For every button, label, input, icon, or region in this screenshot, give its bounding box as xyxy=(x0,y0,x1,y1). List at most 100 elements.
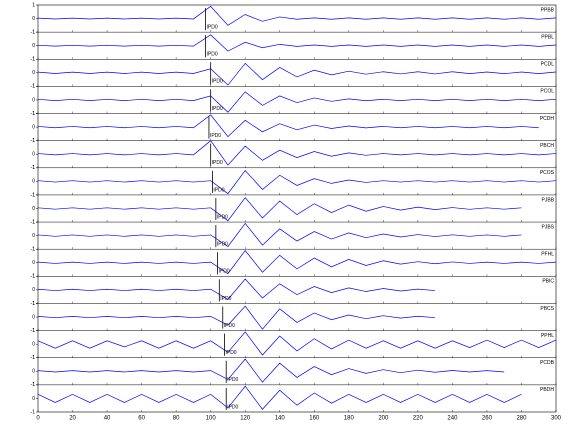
waveform xyxy=(37,62,557,86)
y-tick-label: 0 xyxy=(32,124,35,130)
x-tick-label: 160 xyxy=(309,416,320,422)
x-tick-label: 120 xyxy=(240,416,251,422)
station-label: PCDL xyxy=(541,62,555,68)
x-tick-label: 20 xyxy=(69,416,76,422)
station-label: PPBL xyxy=(541,34,554,40)
x-tick-label: 60 xyxy=(138,416,145,422)
station-label: PCOL xyxy=(540,89,554,95)
waveform xyxy=(37,385,522,410)
y-tick-label: 0 xyxy=(32,233,35,239)
x-tick-label: 100 xyxy=(206,416,217,422)
pick-label: IPD0 xyxy=(224,323,235,329)
station-label: PBDH xyxy=(540,387,554,393)
station-label: PBCS xyxy=(540,306,554,312)
pick-label: IPD0 xyxy=(210,133,221,139)
y-tick-label: 1 xyxy=(32,84,35,90)
pick-label: IPD0 xyxy=(227,404,238,410)
station-label: PFHL xyxy=(541,252,554,258)
y-tick-label: 1 xyxy=(32,165,35,171)
x-tick-label: 40 xyxy=(104,416,111,422)
y-tick-label: 1 xyxy=(32,192,35,198)
station-label: PBCH xyxy=(540,143,554,149)
y-tick-label: 1 xyxy=(32,111,35,117)
pick-label: IPD0 xyxy=(206,52,217,58)
pick-label: IPD0 xyxy=(220,296,231,302)
y-tick-label: -1 xyxy=(31,301,36,307)
y-tick-label: -1 xyxy=(31,138,36,144)
waveform xyxy=(37,169,557,195)
station-label: PCDH xyxy=(540,116,555,122)
waveform xyxy=(37,114,539,138)
pick-label: IPD0 xyxy=(219,269,230,275)
x-tick-label: 80 xyxy=(173,416,180,422)
y-tick-label: 0 xyxy=(32,369,35,375)
y-tick-label: 0 xyxy=(32,396,35,402)
y-tick-label: -1 xyxy=(31,111,36,117)
x-tick-label: 240 xyxy=(447,416,458,422)
station-label: PJBS xyxy=(541,224,554,230)
waveform xyxy=(37,34,557,52)
waveform xyxy=(37,305,436,330)
y-tick-label: 0 xyxy=(32,314,35,320)
x-tick-label: 220 xyxy=(413,416,424,422)
waveform xyxy=(37,358,505,383)
y-tick-label: 1 xyxy=(32,301,35,307)
station-label: PPBB xyxy=(541,7,555,13)
y-tick-label: -1 xyxy=(31,29,36,35)
station-label: PJBB xyxy=(541,197,554,203)
waveform xyxy=(37,222,522,247)
station-label: PCOS xyxy=(540,170,555,176)
station-label: PCDB xyxy=(540,360,555,366)
y-tick-label: 0 xyxy=(32,206,35,212)
y-tick-label: 1 xyxy=(32,247,35,253)
x-tick-label: 140 xyxy=(275,416,286,422)
pick-label: IPD0 xyxy=(213,187,224,193)
y-tick-label: 0 xyxy=(32,260,35,266)
y-tick-label: -1 xyxy=(31,382,36,388)
waveform xyxy=(37,140,557,166)
y-tick-label: 1 xyxy=(32,274,35,280)
x-tick-label: 0 xyxy=(36,416,40,422)
y-tick-label: 0 xyxy=(32,179,35,185)
y-tick-label: 0 xyxy=(32,43,35,49)
waveform xyxy=(37,5,557,26)
pick-label: IPD0 xyxy=(217,214,228,220)
y-tick-label: -1 xyxy=(31,247,36,253)
y-tick-label: -1 xyxy=(31,165,36,171)
waveform xyxy=(37,91,557,113)
waveform xyxy=(37,331,557,356)
pick-label: IPD0 xyxy=(206,24,217,30)
pick-label: IPD0 xyxy=(225,350,236,356)
y-tick-label: 1 xyxy=(32,138,35,144)
y-tick-label: -1 xyxy=(31,355,36,361)
waveform xyxy=(37,197,522,222)
pick-label: IPD0 xyxy=(212,160,223,166)
y-tick-label: -1 xyxy=(31,328,36,334)
y-tick-label: 0 xyxy=(32,287,35,293)
pick-label: IPD0 xyxy=(217,242,228,248)
pick-label: IPD0 xyxy=(212,106,223,112)
waveform xyxy=(37,278,436,300)
x-tick-label: 280 xyxy=(516,416,527,422)
pick-label: IPD0 xyxy=(227,377,238,383)
y-tick-label: -1 xyxy=(31,57,36,63)
y-tick-label: 1 xyxy=(32,328,35,334)
y-tick-label: 0 xyxy=(32,152,35,158)
y-tick-label: 0 xyxy=(32,70,35,76)
x-tick-label: 200 xyxy=(378,416,389,422)
y-tick-label: -1 xyxy=(31,219,36,225)
station-label: PBIC xyxy=(542,279,554,285)
waveform xyxy=(37,249,557,275)
y-tick-label: -1 xyxy=(31,192,36,198)
y-tick-label: -1 xyxy=(31,84,36,90)
y-tick-label: 1 xyxy=(32,382,35,388)
y-tick-label: -1 xyxy=(31,274,36,280)
y-tick-label: 0 xyxy=(32,341,35,347)
x-tick-label: 300 xyxy=(551,416,562,422)
y-tick-label: 1 xyxy=(32,355,35,361)
x-tick-label: 180 xyxy=(344,416,355,422)
pick-label: IPD0 xyxy=(212,79,223,85)
y-tick-label: 1 xyxy=(32,57,35,63)
y-tick-label: 0 xyxy=(32,16,35,22)
